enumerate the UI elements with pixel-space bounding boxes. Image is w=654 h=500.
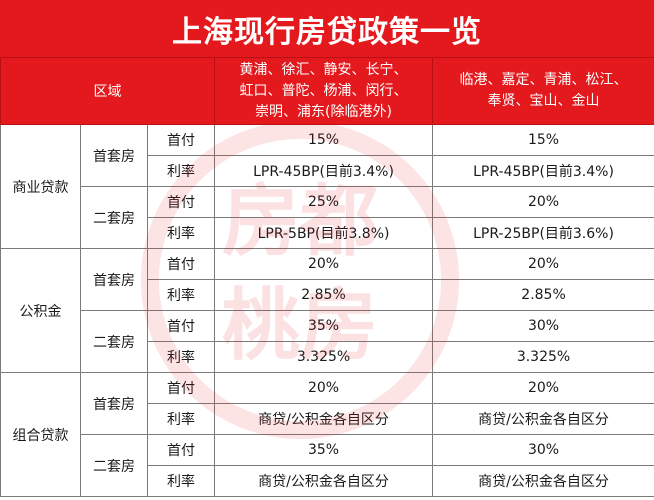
area-group-2-value-cell: 20% — [432, 186, 654, 218]
table-row: 利率 商贷/公积金各自区分 商贷/公积金各自区分 — [1, 403, 654, 435]
area-group-2-value-cell: 3.325% — [432, 341, 654, 373]
house-type-cell: 二套房 — [80, 434, 148, 497]
loan-category-cell: 公积金 — [0, 248, 81, 373]
area-group-2-value-cell: 30% — [432, 434, 654, 466]
item-label-cell: 首付 — [146, 372, 216, 404]
area-group-1-value-cell: 25% — [214, 186, 434, 218]
house-type-cell: 二套房 — [80, 310, 148, 373]
area-group-1-value-cell: 20% — [214, 248, 434, 280]
item-label-cell: 利率 — [146, 465, 216, 497]
area-group-2-value-cell: 20% — [432, 372, 654, 404]
area-group-1-value-cell: 商贷/公积金各自区分 — [214, 465, 434, 497]
area-group-2-line: 奉贤、宝山、金山 — [487, 93, 600, 109]
table-row: 利率 3.325% 3.325% — [1, 341, 654, 373]
area-group-2-value-cell: 15% — [432, 124, 654, 156]
area-group-2-value-cell: 商贷/公积金各自区分 — [432, 465, 654, 497]
house-type-cell: 二套房 — [80, 186, 148, 249]
area-group-2-header: 临港、嘉定、青浦、松江、 奉贤、宝山、金山 — [432, 57, 654, 125]
area-group-1-value-cell: 商贷/公积金各自区分 — [214, 403, 434, 435]
area-group-2-line: 临港、嘉定、青浦、松江、 — [459, 72, 628, 88]
table-row: 利率 商贷/公积金各自区分 商贷/公积金各自区分 — [1, 465, 654, 497]
item-label-cell: 首付 — [146, 434, 216, 466]
area-group-2-value-cell: LPR-25BP(目前3.6%) — [432, 217, 654, 249]
area-group-2-value-cell: LPR-45BP(目前3.4%) — [432, 155, 654, 187]
table-row: 商业贷款 首套房 首付 15% 15% — [0, 124, 654, 249]
zone-header: 区域 — [0, 57, 216, 125]
table-row: 二套房 首付 25% 20% — [1, 186, 654, 249]
table-row: 利率 2.85% 2.85% — [1, 279, 654, 311]
house-type-cell: 首套房 — [80, 248, 148, 311]
table-row: 二套房 首付 35% 30% — [1, 310, 654, 373]
area-group-1-value-cell: 15% — [214, 124, 434, 156]
area-group-1-header: 黄浦、徐汇、静安、长宁、 虹口、普陀、杨浦、闵行、 崇明、浦东(除临港外) — [214, 57, 434, 125]
area-group-1-value-cell: 20% — [214, 372, 434, 404]
house-type-cell: 首套房 — [80, 124, 148, 187]
area-group-1-line: 崇明、浦东(除临港外) — [255, 103, 392, 120]
area-group-1-value-cell: 35% — [214, 310, 434, 342]
area-group-1-value-cell: 2.85% — [214, 279, 434, 311]
table-row: 利率 LPR-5BP(目前3.8%) LPR-25BP(目前3.6%) — [1, 217, 654, 249]
policy-table: 区域 黄浦、徐汇、静安、长宁、 虹口、普陀、杨浦、闵行、 崇明、浦东(除临港外)… — [0, 57, 654, 497]
item-label-cell: 利率 — [146, 341, 216, 373]
table-row: 公积金 首套房 首付 20% 20% — [0, 248, 654, 373]
area-group-2-value-cell: 20% — [432, 248, 654, 280]
item-label-cell: 首付 — [146, 310, 216, 342]
header-row: 区域 黄浦、徐汇、静安、长宁、 虹口、普陀、杨浦、闵行、 崇明、浦东(除临港外)… — [0, 57, 654, 125]
area-group-2-value-cell: 30% — [432, 310, 654, 342]
table-row: 二套房 首付 35% 30% — [1, 434, 654, 497]
item-label-cell: 首付 — [146, 186, 216, 218]
item-label-cell: 利率 — [146, 279, 216, 311]
area-group-2-value-cell: 2.85% — [432, 279, 654, 311]
table-row: 组合贷款 首套房 首付 20% 20% — [0, 372, 654, 497]
area-group-1-value-cell: LPR-5BP(目前3.8%) — [214, 217, 434, 249]
loan-category-cell: 商业贷款 — [0, 124, 81, 249]
item-label-cell: 利率 — [146, 217, 216, 249]
area-group-1-value-cell: 3.325% — [214, 341, 434, 373]
area-group-1-line: 黄浦、徐汇、静安、长宁、 — [239, 61, 408, 78]
item-label-cell: 首付 — [146, 124, 216, 156]
area-group-2-value-cell: 商贷/公积金各自区分 — [432, 403, 654, 435]
page-title: 上海现行房贷政策一览 — [0, 0, 654, 57]
house-type-cell: 首套房 — [80, 372, 148, 435]
item-label-cell: 首付 — [146, 248, 216, 280]
area-group-1-value-cell: 35% — [214, 434, 434, 466]
item-label-cell: 利率 — [146, 155, 216, 187]
item-label-cell: 利率 — [146, 403, 216, 435]
area-group-1-value-cell: LPR-45BP(目前3.4%) — [214, 155, 434, 187]
loan-category-cell: 组合贷款 — [0, 372, 81, 497]
area-group-1-line: 虹口、普陀、杨浦、闵行、 — [239, 82, 408, 99]
